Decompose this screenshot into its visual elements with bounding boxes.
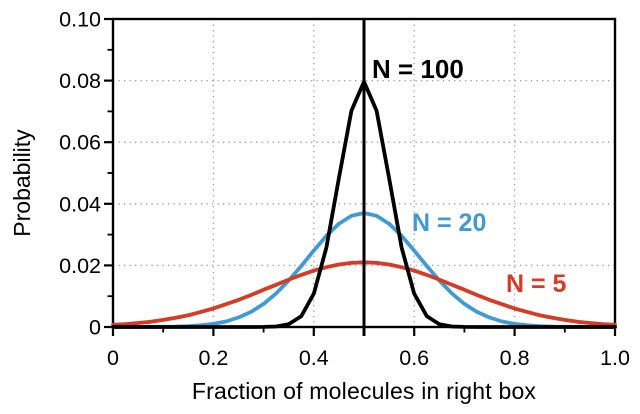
y-axis-title: Probability (9, 129, 35, 237)
y-tick-label: 0 (89, 316, 101, 340)
series-label-n100: N = 100 (372, 54, 464, 84)
y-tick-label: 0.08 (59, 69, 101, 93)
x-tick-label: 1.0 (600, 346, 630, 370)
x-tick-label: 0 (107, 346, 119, 370)
x-tick-label: 0.6 (399, 346, 429, 370)
y-tick-label: 0.02 (59, 254, 101, 278)
y-tick-label: 0.10 (59, 8, 101, 32)
x-tick-label: 0.4 (299, 346, 329, 370)
x-axis-title: Fraction of molecules in right box (191, 378, 537, 404)
series-label-n5: N = 5 (506, 270, 567, 298)
y-tick-label: 0.04 (59, 192, 101, 216)
x-tick-label: 0.2 (198, 346, 228, 370)
y-tick-label: 0.06 (59, 131, 101, 155)
series-label-n20: N = 20 (412, 209, 487, 237)
x-tick-label: 0.8 (500, 346, 530, 370)
